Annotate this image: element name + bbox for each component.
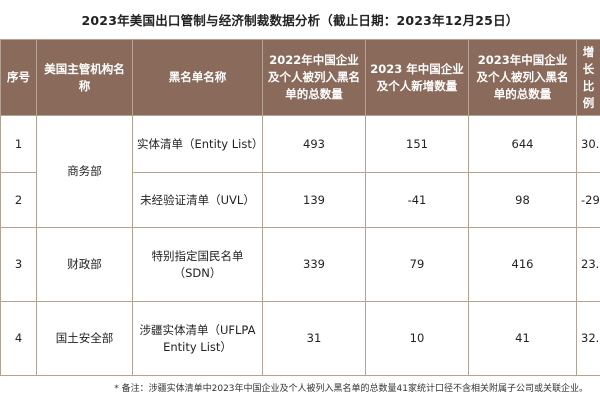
cell-agency: 商务部	[36, 115, 133, 228]
header-row: 序号 美国主管机构名称 黑名单名称 2022年中国企业及个人被列入黑名单的总数量…	[0, 39, 600, 116]
cell-new-2023: 151	[365, 115, 469, 173]
header-seq: 序号	[0, 39, 37, 116]
cell-count-2022: 493	[262, 115, 366, 173]
cell-count-2023: 644	[468, 115, 577, 173]
footnote-text: * 备注：涉疆实体清单中2023年中国企业及个人被列入黑名单的总数量41家统计口…	[114, 383, 588, 394]
table-row: 3 财政部 特别指定国民名单（SDN） 339 79 416 23.30%	[0, 227, 600, 302]
cell-agency: 财政部	[36, 227, 133, 302]
cell-new-2023: 79	[365, 227, 469, 302]
header-count-2022: 2022年中国企业及个人被列入黑名单的总数量	[262, 39, 366, 116]
cell-count-2023: 98	[468, 172, 577, 228]
cell-count-2022: 31	[262, 301, 366, 376]
cell-list-name: 未经验证清单（UVL）	[132, 172, 263, 228]
table-row: 2 未经验证清单（UVL） 139 -41 98 -29.50%	[0, 172, 600, 228]
cell-list-name: 特别指定国民名单（SDN）	[132, 227, 263, 302]
sanctions-table: 序号 美国主管机构名称 黑名单名称 2022年中国企业及个人被列入黑名单的总数量…	[0, 39, 600, 376]
document-title: 2023年美国出口管制与经济制裁数据分析（截止日期：2023年12月25日）	[0, 0, 600, 39]
cell-seq: 3	[0, 227, 37, 302]
table-row: 1 商务部 实体清单（Entity List） 493 151 644 30.6…	[0, 115, 600, 228]
header-count-2023: 2023年中国企业及个人被列入黑名单的总数量	[468, 39, 577, 116]
cell-count-2023: 416	[468, 227, 577, 302]
cell-list-name: 涉疆实体清单（UFLPA Entity List）	[132, 301, 263, 376]
cell-seq: 1	[0, 115, 37, 173]
header-growth: 增长比例	[576, 39, 600, 116]
cell-growth: 32.26%	[576, 301, 600, 376]
cell-new-2023: -41	[365, 172, 469, 228]
cell-agency: 国土安全部	[36, 301, 133, 376]
cell-count-2022: 139	[262, 172, 366, 228]
cell-count-2023: 41	[468, 301, 577, 376]
header-agency: 美国主管机构名称	[36, 39, 133, 116]
title-text: 2023年美国出口管制与经济制裁数据分析（截止日期：2023年12月25日）	[81, 13, 519, 28]
header-list-name: 黑名单名称	[132, 39, 263, 116]
cell-list-name: 实体清单（Entity List）	[132, 115, 263, 173]
table-row: 4 国土安全部 涉疆实体清单（UFLPA Entity List） 31 10 …	[0, 301, 600, 376]
cell-new-2023: 10	[365, 301, 469, 376]
cell-growth: 23.30%	[576, 227, 600, 302]
cell-seq: 2	[0, 172, 37, 228]
footnote: * 备注：涉疆实体清单中2023年中国企业及个人被列入黑名单的总数量41家统计口…	[0, 374, 600, 400]
cell-seq: 4	[0, 301, 37, 376]
cell-growth: -29.50%	[576, 172, 600, 228]
header-new-2023: 2023 年中国企业及个人新增数量	[365, 39, 469, 116]
cell-growth: 30.63%	[576, 115, 600, 173]
cell-count-2022: 339	[262, 227, 366, 302]
